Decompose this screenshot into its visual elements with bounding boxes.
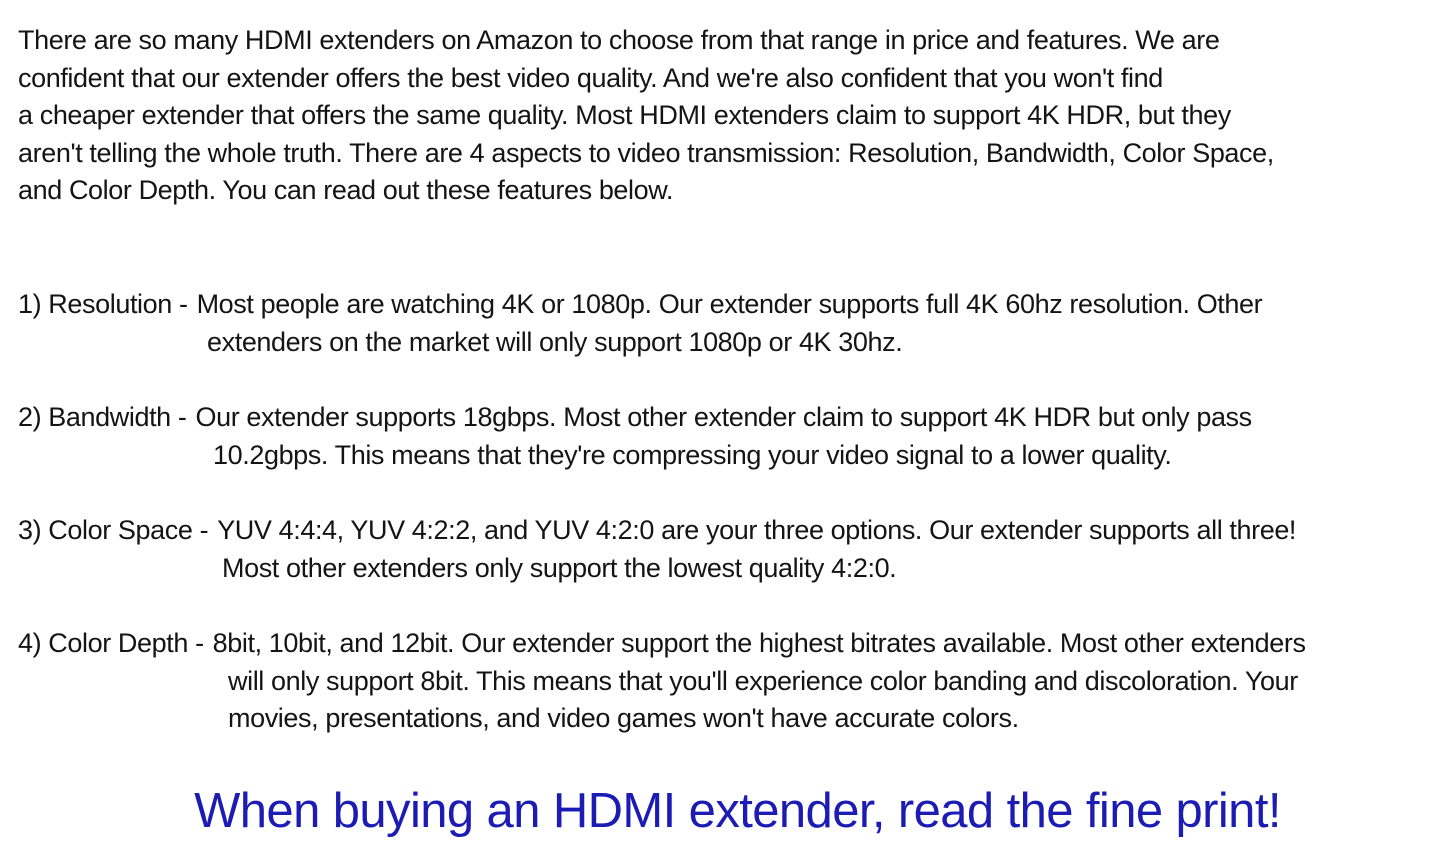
feature-label: 2) Bandwidth - <box>18 402 187 432</box>
feature-continuation-line: movies, presentations, and video games w… <box>228 703 1019 733</box>
feature-item-bandwidth: 2) Bandwidth - Our extender supports 18gb… <box>18 399 1439 474</box>
feature-first-line: 3) Color Space - YUV 4:4:4, YUV 4:2:2, an… <box>18 512 1439 550</box>
intro-line: There are so many HDMI extenders on Amaz… <box>18 25 1220 55</box>
feature-text: Our extender supports 18gbps. Most other… <box>195 402 1253 432</box>
intro-line: a cheaper extender that offers the same … <box>18 100 1231 130</box>
intro-line: and Color Depth. You can read out these … <box>18 175 673 205</box>
intro-line: aren't telling the whole truth. There ar… <box>18 137 1274 168</box>
feature-item-color-depth: 4) Color Depth - 8bit, 10bit, and 12bit. … <box>18 625 1439 738</box>
feature-item-color-space: 3) Color Space - YUV 4:4:4, YUV 4:2:2, an… <box>18 512 1439 587</box>
feature-first-line: 2) Bandwidth - Our extender supports 18gb… <box>18 399 1439 437</box>
feature-text: 8bit, 10bit, and 12bit. Our extender sup… <box>212 628 1306 658</box>
feature-item-resolution: 1) Resolution - Most people are watching … <box>18 286 1439 361</box>
feature-continuation-line: will only support 8bit. This means that … <box>228 665 1298 696</box>
feature-continuation-line: 10.2gbps. This means that they're compre… <box>213 439 1172 470</box>
feature-first-line: 1) Resolution - Most people are watching … <box>18 286 1439 324</box>
feature-text: YUV 4:4:4, YUV 4:2:2, and YUV 4:2:0 are … <box>217 515 1297 545</box>
feature-text: Most people are watching 4K or 1080p. Ou… <box>196 289 1263 319</box>
feature-continuation-line: extenders on the market will only suppor… <box>207 326 903 357</box>
feature-label: 4) Color Depth - <box>18 628 204 658</box>
intro-paragraph: There are so many HDMI extenders on Amaz… <box>18 22 1435 210</box>
headline-banner: When buying an HDMI extender, read the f… <box>194 784 1281 838</box>
feature-label: 3) Color Space - <box>18 515 209 545</box>
feature-continuation-line: Most other extenders only support the lo… <box>222 552 897 583</box>
feature-label: 1) Resolution - <box>18 289 188 319</box>
intro-line: confident that our extender offers the b… <box>18 62 1163 93</box>
feature-first-line: 4) Color Depth - 8bit, 10bit, and 12bit. … <box>18 625 1439 663</box>
